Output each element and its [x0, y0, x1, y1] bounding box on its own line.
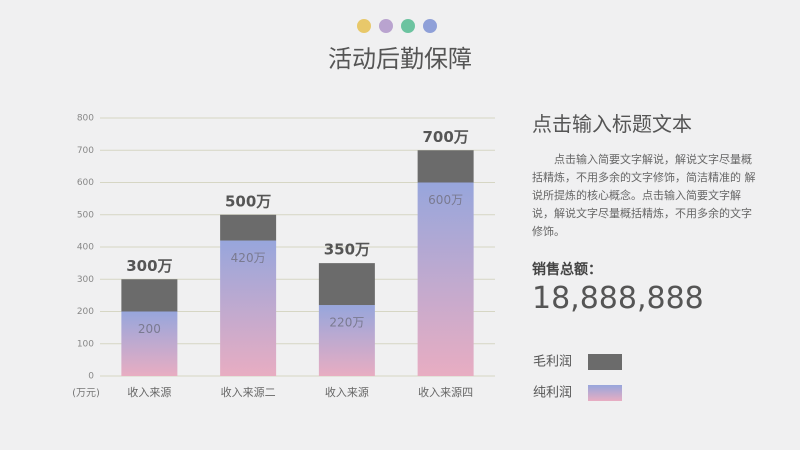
- bar-segment: [121, 311, 178, 376]
- x-tick-label: 收入来源四: [418, 385, 473, 399]
- x-tick-label: 收入来源: [127, 385, 171, 399]
- y-tick-label: 200: [77, 307, 94, 317]
- y-tick-label: 0: [88, 372, 94, 382]
- total-label: 700万: [422, 128, 468, 146]
- bar-segment: [318, 305, 375, 376]
- bar-segment: [220, 240, 277, 376]
- y-tick-label: 100: [77, 339, 94, 349]
- value-label: 200: [138, 322, 161, 336]
- legend-label: 纯利润: [533, 386, 572, 401]
- legend-swatch: [588, 385, 622, 401]
- total-label: 500万: [225, 192, 271, 210]
- y-tick-label: 400: [77, 243, 94, 253]
- y-tick-label: 300: [77, 275, 94, 285]
- bar-segment: [417, 150, 474, 183]
- bar-segment: [121, 279, 178, 312]
- decor-dot: [357, 19, 371, 33]
- decor-dot: [423, 19, 437, 33]
- y-tick-label: 600: [77, 178, 94, 188]
- sales-value: 18,888,888: [532, 281, 704, 316]
- bar-segment: [417, 182, 474, 376]
- value-label: 600万: [428, 193, 463, 207]
- unit-label: (万元): [72, 388, 100, 399]
- total-label: 300万: [126, 257, 172, 275]
- decor-dot: [401, 19, 415, 33]
- bar-segment: [318, 263, 375, 306]
- bar-segment: [220, 214, 277, 241]
- slide-title: 活动后勤保障: [328, 45, 472, 73]
- y-tick-label: 500: [77, 210, 94, 220]
- legend-swatch: [588, 354, 622, 370]
- text-panel: 点击输入标题文本 点击输入简要文字解说，解说文字尽量概括精炼，不用多余的文字修饰…: [532, 108, 757, 316]
- sales-label: 销售总额：: [532, 262, 602, 278]
- value-label: 420万: [231, 251, 266, 265]
- panel-heading: 点击输入标题文本: [532, 112, 692, 136]
- y-tick-label: 800: [77, 114, 94, 124]
- y-tick-label: 700: [77, 146, 94, 156]
- x-tick-label: 收入来源: [325, 385, 369, 399]
- legend-label: 毛利润: [533, 355, 572, 370]
- value-label: 220万: [329, 316, 364, 330]
- panel-text: 点击输入简要文字解说，解说文字尽量概括精炼，不用多余的文字修饰，简洁精准的 解说…: [532, 153, 756, 238]
- x-tick-label: 收入来源二: [221, 385, 276, 399]
- total-label: 350万: [324, 241, 370, 259]
- decor-dot: [379, 19, 393, 33]
